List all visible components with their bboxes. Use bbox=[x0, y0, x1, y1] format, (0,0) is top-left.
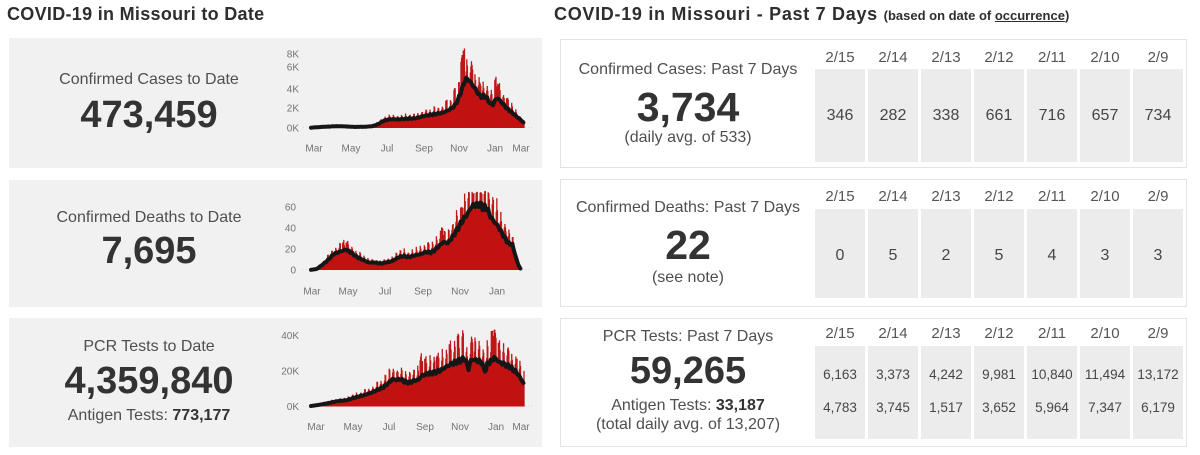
svg-text:60: 60 bbox=[285, 203, 297, 214]
svg-text:Mar: Mar bbox=[305, 144, 323, 155]
svg-text:Mar: Mar bbox=[303, 287, 321, 298]
svg-text:May: May bbox=[342, 144, 361, 155]
svg-text:Jul: Jul bbox=[381, 144, 394, 155]
svg-text:Jan: Jan bbox=[489, 287, 505, 298]
svg-text:0K: 0K bbox=[287, 124, 300, 135]
svg-text:Mar: Mar bbox=[512, 144, 530, 155]
svg-text:Jan: Jan bbox=[487, 144, 503, 155]
svg-text:Jul: Jul bbox=[383, 422, 396, 433]
svg-text:0: 0 bbox=[290, 266, 296, 277]
svg-text:Sep: Sep bbox=[415, 144, 433, 155]
svg-text:Nov: Nov bbox=[451, 422, 469, 433]
svg-text:20: 20 bbox=[285, 245, 297, 256]
svg-text:May: May bbox=[344, 422, 363, 433]
svg-text:40: 40 bbox=[285, 224, 297, 235]
svg-text:40K: 40K bbox=[281, 331, 299, 342]
svg-text:Mar: Mar bbox=[307, 422, 325, 433]
svg-text:20K: 20K bbox=[281, 367, 299, 378]
svg-text:Nov: Nov bbox=[451, 287, 469, 298]
svg-text:4K: 4K bbox=[287, 85, 300, 96]
svg-text:6K: 6K bbox=[287, 63, 300, 74]
svg-text:2K: 2K bbox=[287, 104, 300, 115]
svg-text:Sep: Sep bbox=[414, 287, 432, 298]
svg-text:Sep: Sep bbox=[416, 422, 434, 433]
svg-text:0K: 0K bbox=[287, 402, 300, 413]
svg-text:8K: 8K bbox=[287, 50, 300, 61]
svg-text:Jan: Jan bbox=[488, 422, 504, 433]
svg-text:Jul: Jul bbox=[379, 287, 392, 298]
svg-text:Mar: Mar bbox=[512, 422, 530, 433]
svg-text:May: May bbox=[339, 287, 358, 298]
svg-text:Nov: Nov bbox=[450, 144, 468, 155]
